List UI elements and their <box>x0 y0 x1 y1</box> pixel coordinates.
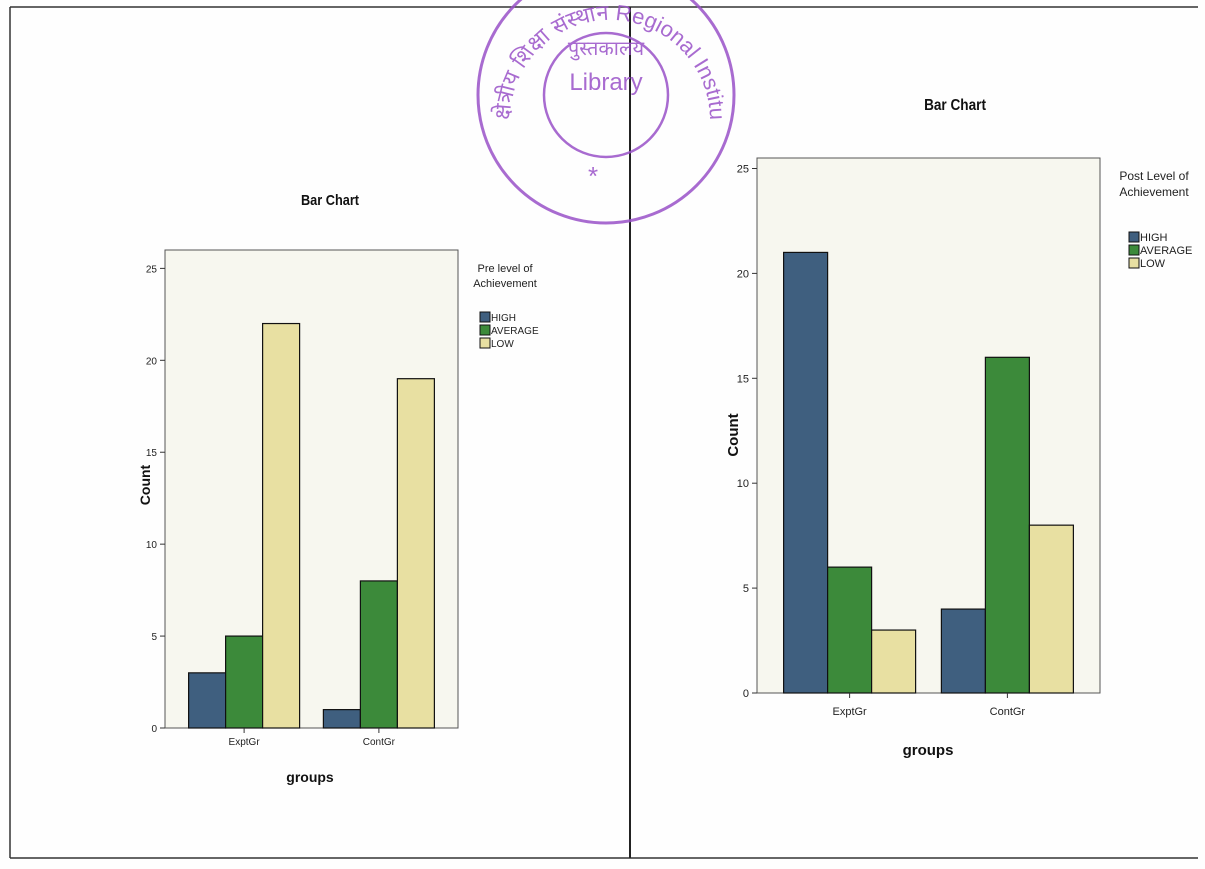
legend-swatch-low <box>1128 257 1140 269</box>
y-tick-label: 15 <box>737 373 749 385</box>
y-tick-label: 20 <box>737 268 749 280</box>
y-tick-label: 10 <box>737 478 749 490</box>
legend-label-low: LOW <box>1140 258 1166 270</box>
bar-high-contgr <box>322 709 361 729</box>
y-axis-label: Count <box>725 413 742 456</box>
legend-swatch-high <box>479 311 491 323</box>
bar-low-contgr <box>396 378 435 729</box>
y-tick-label: 15 <box>146 448 158 459</box>
chart-post-level: Bar Chart 0 5 10 15 20 25 Count ExptGr ContGr grou… <box>725 97 1192 759</box>
library-stamp: क्षेत्रीय शिक्षा संस्थान Regional Instit… <box>0 0 736 225</box>
bar-average-contgr <box>984 356 1030 694</box>
bar-average-exptgr <box>225 635 264 729</box>
y-tick-label: 10 <box>146 540 158 551</box>
chart-pre-level: Bar Chart 0 5 10 15 20 25 Count ExptGr ContGr grou… <box>137 191 539 785</box>
legend-swatch-average <box>1128 244 1140 256</box>
y-tick-label: 20 <box>146 356 158 367</box>
x-tick-label: ExptGr <box>229 737 261 748</box>
stamp-outer-text: क्षेत्रीय शिक्षा संस्थान Regional Instit… <box>0 0 730 121</box>
y-tick-label: 25 <box>146 264 158 275</box>
x-tick-label: ContGr <box>363 737 396 748</box>
chart-title: Bar Chart <box>924 97 986 114</box>
legend-title: Achievement <box>473 278 537 290</box>
y-tick-label: 0 <box>151 724 157 735</box>
stamp-inner-ring <box>542 31 670 159</box>
y-tick-label: 25 <box>737 163 749 175</box>
legend-label-low: LOW <box>491 339 514 350</box>
bar-low-exptgr <box>871 629 917 694</box>
x-tick-label: ExptGr <box>832 706 867 718</box>
x-axis-label: groups <box>286 769 334 785</box>
legend-swatch-high <box>1128 231 1140 243</box>
legend-title: Pre level of <box>477 263 533 275</box>
stamp-star: * <box>588 161 598 191</box>
chart-title: Bar Chart <box>301 191 359 208</box>
legend-label-high: HIGH <box>1140 232 1168 244</box>
stamp-inner-hindi: पुस्तकालय <box>568 38 645 61</box>
bar-high-contgr <box>940 608 986 694</box>
x-tick-label: ContGr <box>990 706 1026 718</box>
legend-label-high: HIGH <box>491 313 516 324</box>
y-axis-label: Count <box>137 464 153 505</box>
stamp-outer-ring <box>476 0 736 225</box>
stamp-inner-text: Library <box>569 69 642 96</box>
bar-average-contgr <box>359 580 398 729</box>
bar-low-exptgr <box>262 322 301 729</box>
legend-title: Post Level of <box>1119 169 1189 183</box>
legend-label-average: AVERAGE <box>491 326 539 337</box>
legend-label-average: AVERAGE <box>1140 245 1192 257</box>
y-tick-label: 0 <box>743 688 749 700</box>
y-tick-label: 5 <box>151 632 157 643</box>
bar-high-exptgr <box>188 672 227 729</box>
y-tick-label: 5 <box>743 583 749 595</box>
legend-swatch-average <box>479 324 491 336</box>
bar-average-exptgr <box>827 566 873 694</box>
x-axis-label: groups <box>903 742 954 759</box>
bar-low-contgr <box>1028 524 1074 694</box>
bar-high-exptgr <box>783 251 829 694</box>
legend-swatch-low <box>479 337 491 349</box>
legend-title: Achievement <box>1119 185 1189 199</box>
